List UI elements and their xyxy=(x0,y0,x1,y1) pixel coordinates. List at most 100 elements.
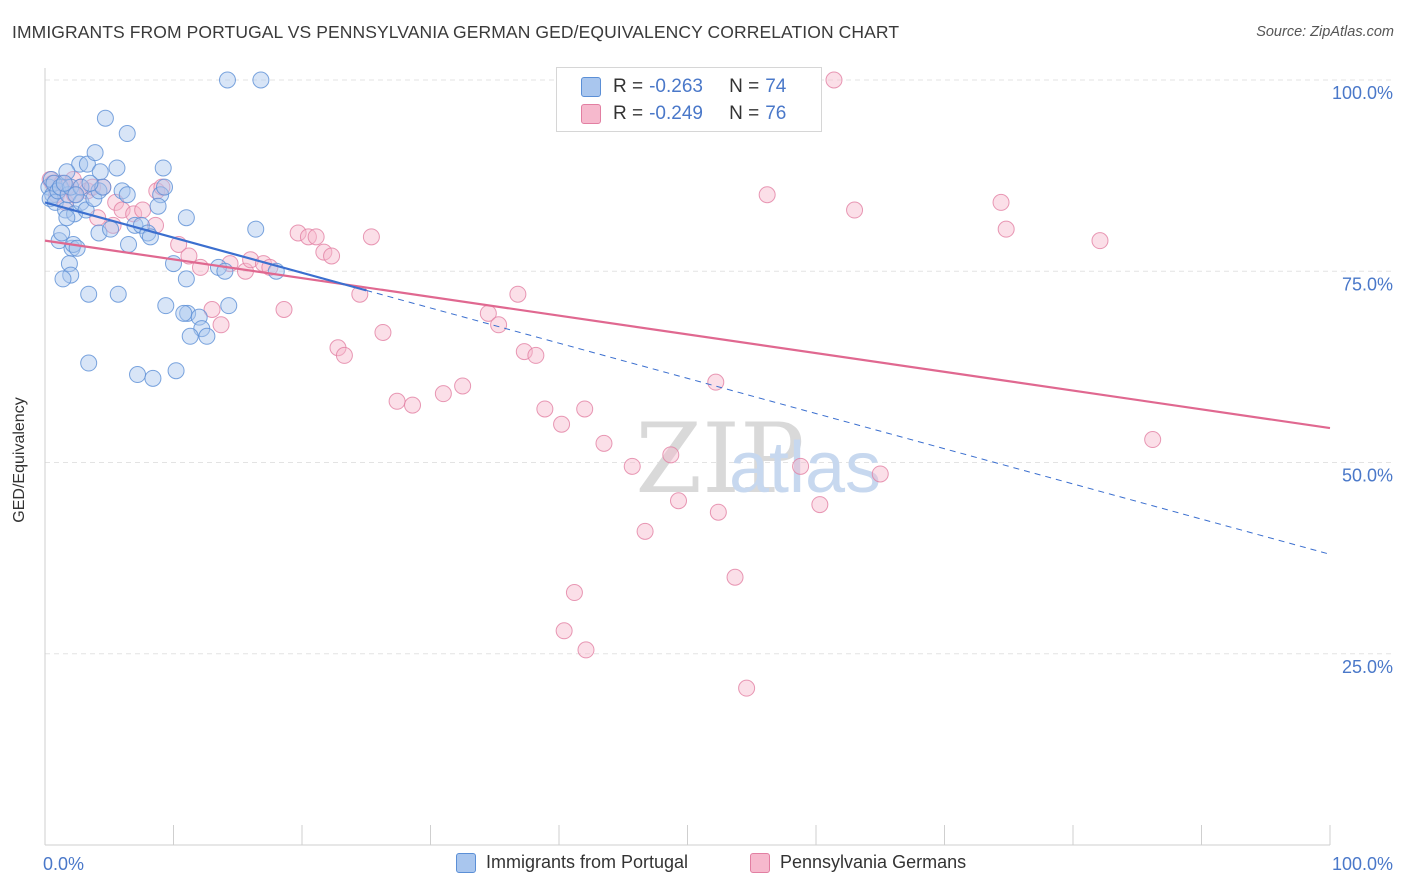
legend-row-portugal: R = -0.263 N = 74 xyxy=(557,74,786,100)
data-point xyxy=(118,125,136,143)
data-point xyxy=(490,316,508,334)
data-point xyxy=(595,434,613,452)
data-point xyxy=(335,346,353,364)
data-point xyxy=(134,201,152,219)
data-point xyxy=(536,400,554,418)
data-point xyxy=(86,144,104,162)
tick-labels: 25.0% 50.0% 75.0% 100.0% 0.0% 100.0% xyxy=(43,83,1393,874)
data-point xyxy=(307,228,325,246)
data-point xyxy=(670,492,688,510)
data-point xyxy=(96,109,114,127)
data-point xyxy=(129,366,147,384)
data-point xyxy=(156,178,174,196)
data-point xyxy=(53,224,71,242)
chart-title: IMMIGRANTS FROM PORTUGAL VS PENNSYLVANIA… xyxy=(12,22,900,42)
legend-n-value: 76 xyxy=(765,103,787,124)
data-point xyxy=(997,220,1015,238)
data-point xyxy=(362,228,380,246)
data-point xyxy=(289,224,307,242)
data-point xyxy=(388,392,406,410)
data-point xyxy=(758,186,776,204)
data-point xyxy=(825,71,843,89)
data-point xyxy=(709,503,727,521)
data-point xyxy=(55,174,73,192)
data-point xyxy=(62,266,80,284)
legend-n-label: N = xyxy=(729,103,760,124)
grid-lines xyxy=(45,79,1395,655)
data-point xyxy=(726,568,744,586)
data-point xyxy=(992,193,1010,211)
y-tick-label: 100.0% xyxy=(1332,83,1393,103)
data-point xyxy=(144,369,162,387)
x-tick-label: 0.0% xyxy=(43,854,84,874)
series-pennsylvania-germans xyxy=(41,71,1162,697)
data-point xyxy=(212,316,230,334)
trend-lines xyxy=(44,201,1331,555)
data-point xyxy=(80,354,98,372)
data-point xyxy=(553,415,571,433)
data-point xyxy=(871,465,889,483)
data-point xyxy=(846,201,864,219)
data-point xyxy=(149,197,167,215)
data-point xyxy=(636,522,654,540)
bottom-swatch-pink xyxy=(750,852,770,873)
data-point xyxy=(167,362,185,380)
bottom-legend-label: Pennsylvania Germans xyxy=(780,852,967,872)
data-point xyxy=(577,641,595,659)
data-point xyxy=(623,457,641,475)
data-point xyxy=(154,159,172,177)
data-point xyxy=(177,270,195,288)
legend-n-label: N = xyxy=(729,76,760,97)
data-point xyxy=(565,584,583,602)
data-point xyxy=(527,346,545,364)
data-point xyxy=(102,220,120,238)
data-point xyxy=(323,247,341,265)
bottom-legend-pennsylvania: Pennsylvania Germans xyxy=(750,852,966,873)
legend-n-value: 74 xyxy=(765,76,787,97)
data-point xyxy=(374,323,392,341)
legend-r-value: -0.263 xyxy=(649,76,703,97)
data-point xyxy=(662,446,680,464)
data-point xyxy=(218,71,236,89)
y-tick-label: 25.0% xyxy=(1342,657,1393,677)
data-point xyxy=(707,373,725,391)
y-tick-label: 50.0% xyxy=(1342,466,1393,486)
legend-swatch-blue xyxy=(581,77,601,97)
data-point xyxy=(120,235,138,253)
bottom-legend-portugal: Immigrants from Portugal xyxy=(456,852,688,873)
data-point xyxy=(1091,232,1109,250)
data-point xyxy=(811,496,829,514)
legend-r-label: R = xyxy=(613,76,644,97)
data-point xyxy=(220,297,238,315)
data-point xyxy=(175,304,193,322)
data-point xyxy=(118,186,136,204)
data-point xyxy=(177,209,195,227)
data-point xyxy=(509,285,527,303)
data-point xyxy=(252,71,270,89)
data-point xyxy=(555,622,573,640)
data-point xyxy=(91,163,109,181)
data-point xyxy=(181,327,199,345)
bottom-swatch-blue xyxy=(456,852,476,873)
data-point xyxy=(198,327,216,345)
watermark-atlas: atlas xyxy=(729,428,881,508)
data-point xyxy=(81,174,99,192)
x-tick-label: 100.0% xyxy=(1332,854,1393,874)
trend-line-portugal xyxy=(44,201,367,292)
data-point xyxy=(1144,431,1162,449)
data-point xyxy=(434,385,452,403)
data-point xyxy=(109,285,127,303)
legend-swatch-pink xyxy=(581,104,601,124)
data-point xyxy=(404,396,422,414)
data-point xyxy=(157,297,175,315)
data-point xyxy=(738,679,756,697)
data-point xyxy=(247,220,265,238)
data-point xyxy=(67,186,85,204)
data-point xyxy=(792,457,810,475)
data-point xyxy=(576,400,594,418)
trend-line-portugal-extension xyxy=(366,289,1331,555)
legend-r-label: R = xyxy=(613,103,644,124)
data-point xyxy=(80,285,98,303)
bottom-legend-label: Immigrants from Portugal xyxy=(486,852,689,872)
data-point xyxy=(54,270,72,288)
